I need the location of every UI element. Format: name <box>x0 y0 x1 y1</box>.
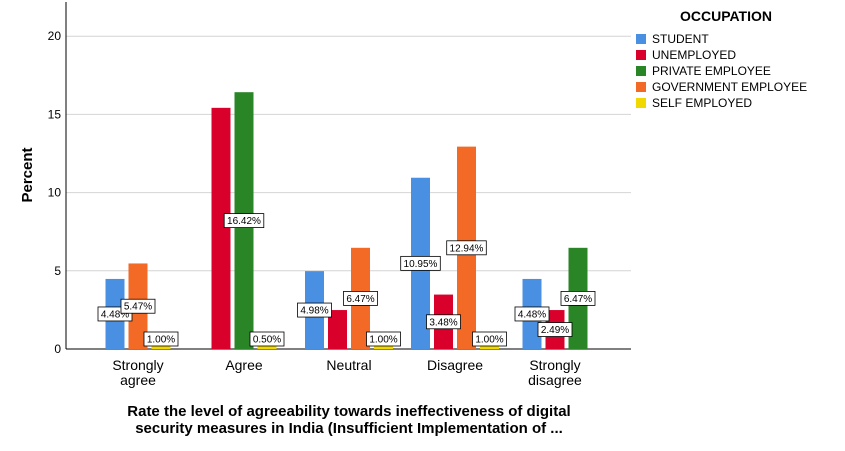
data-label: 3.48% <box>429 317 457 328</box>
data-label-box <box>120 298 156 314</box>
x-tick-label: Agree <box>225 357 263 373</box>
y-axis-title: Percent <box>19 147 36 202</box>
legend-label: GOVERNMENT EMPLOYEE <box>652 80 807 94</box>
legend-swatch <box>636 34 646 44</box>
data-label-box <box>249 331 285 347</box>
x-tick-label: Strongly <box>529 357 580 373</box>
y-tick-label: 0 <box>54 342 61 356</box>
y-tick-label: 20 <box>48 29 62 43</box>
legend-swatch <box>636 82 646 92</box>
y-tick-label: 15 <box>48 107 62 121</box>
data-label: 4.48% <box>101 309 129 320</box>
data-label-box <box>400 255 441 271</box>
data-label: 16.42% <box>227 216 261 227</box>
data-label: 5.47% <box>124 302 152 313</box>
data-label-box <box>143 331 179 347</box>
y-tick-label: 10 <box>48 186 62 200</box>
legend-label: SELF EMPLOYED <box>652 96 752 110</box>
data-label: 1.00% <box>475 335 503 346</box>
data-label-box <box>223 213 265 228</box>
data-label: 6.47% <box>564 294 592 305</box>
data-label: 1.00% <box>147 335 175 346</box>
data-label-box <box>472 331 507 347</box>
legend-swatch <box>636 50 646 60</box>
data-label: 12.94% <box>450 243 484 254</box>
x-tick-label: agree <box>120 372 156 388</box>
data-label-box <box>560 291 596 306</box>
data-label: 6.47% <box>346 294 374 305</box>
data-label: 0.50% <box>253 335 281 346</box>
data-label-box <box>537 322 573 337</box>
data-label-box <box>366 331 401 347</box>
gridlines <box>66 35 631 272</box>
data-label: 4.98% <box>300 306 328 317</box>
legend-swatch <box>636 98 646 108</box>
y-tick-label: 5 <box>54 264 61 278</box>
legend-label: UNEMPLOYED <box>652 48 736 62</box>
data-label-box <box>446 240 487 256</box>
y-tick-labels: 0 5 10 15 20 <box>48 29 62 356</box>
x-tick-label: Neutral <box>326 357 371 373</box>
data-label: 1.00% <box>369 335 397 346</box>
data-label-box <box>343 291 378 306</box>
data-label: 10.95% <box>404 259 438 270</box>
data-label-box <box>514 306 550 322</box>
data-label: 2.49% <box>541 325 569 336</box>
data-label-box <box>297 302 332 318</box>
data-labels: 4.48%5.47%1.00%16.42%0.50%4.98%6.47%1.00… <box>97 213 596 347</box>
legend-label: PRIVATE EMPLOYEE <box>652 64 771 78</box>
legend-title: OCCUPATION <box>680 8 772 24</box>
x-tick-label: Strongly <box>112 357 163 373</box>
data-label-box <box>426 314 461 330</box>
legend-label: STUDENT <box>652 32 709 46</box>
x-axis-title-line-2: security measures in India (Insufficient… <box>135 420 563 437</box>
x-tick-label: Disagree <box>427 357 483 373</box>
bar <box>328 310 347 349</box>
x-axis-title-line-1: Rate the level of agreeability towards i… <box>127 403 570 420</box>
legend-swatch <box>636 66 646 76</box>
x-tick-label: disagree <box>528 372 582 388</box>
bar <box>211 107 231 349</box>
legend: OCCUPATION STUDENT UNEMPLOYED PRIVATE EMPL… <box>636 8 807 110</box>
data-label: 4.48% <box>518 309 546 320</box>
